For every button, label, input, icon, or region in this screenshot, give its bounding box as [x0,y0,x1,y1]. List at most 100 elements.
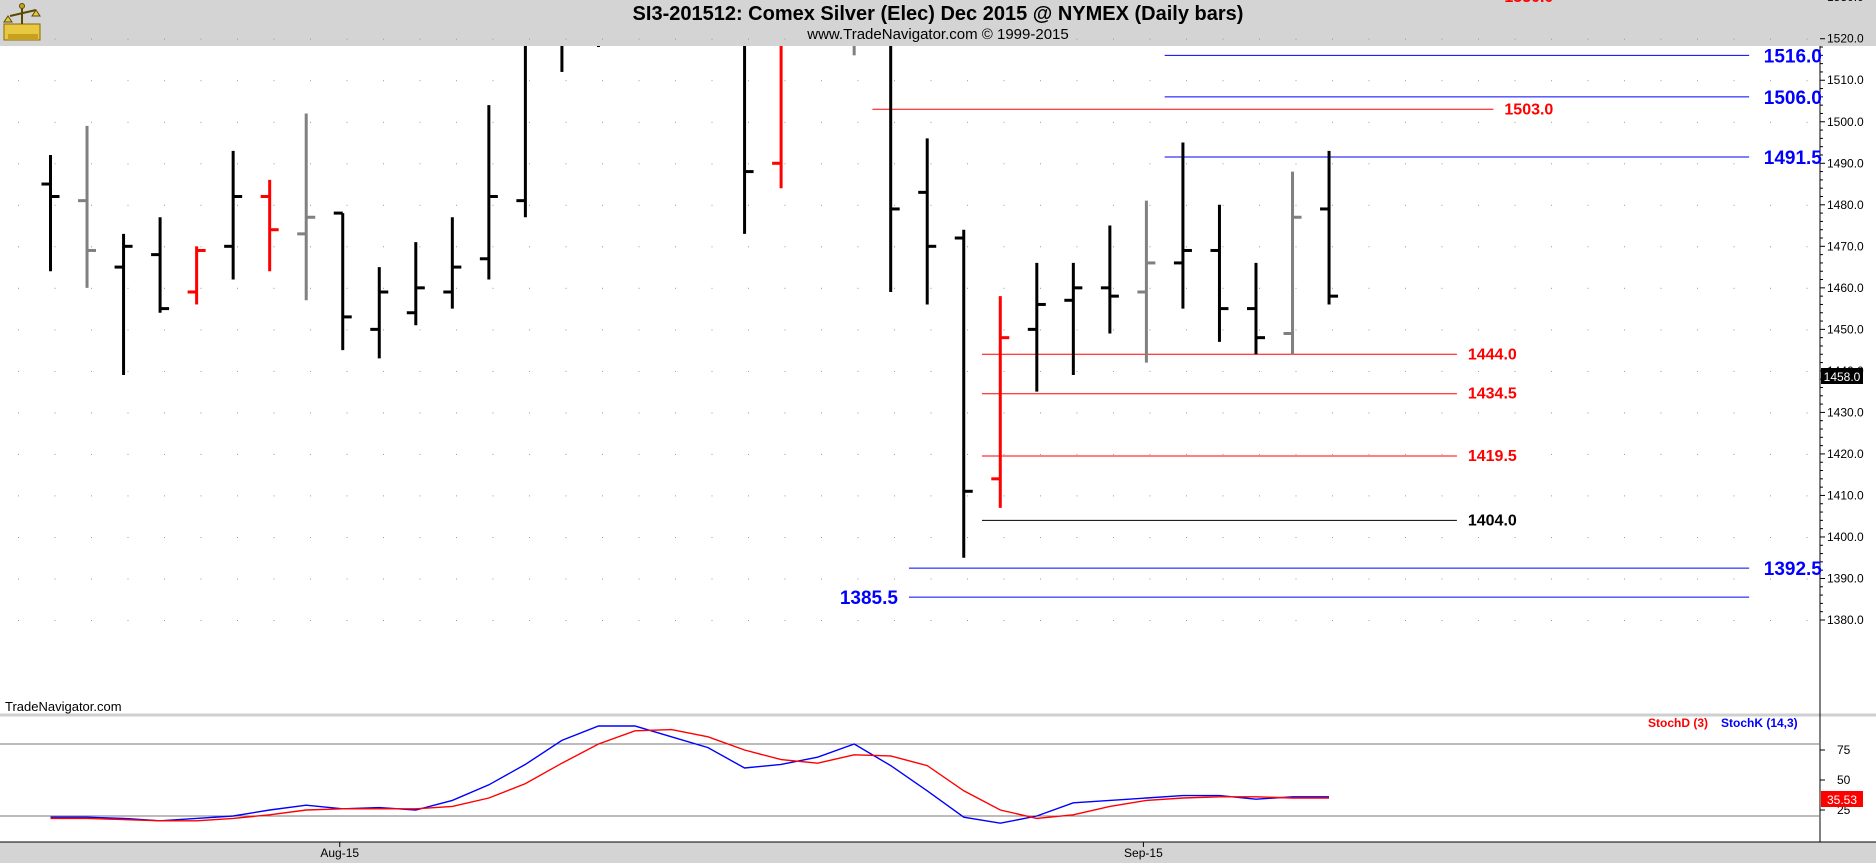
grid-dot [237,287,238,289]
grid-dot [1514,329,1516,331]
grid-dot [1076,620,1078,621]
grid-dot [821,453,822,455]
grid-dot [711,80,713,82]
grid-dot [456,246,457,248]
stochastic-tick-label: 50 [1837,773,1851,787]
grid-dot [91,537,92,538]
grid-dot [54,412,56,414]
grid-dot [273,80,275,82]
grid-dot [1478,287,1479,289]
grid-dot [1551,453,1552,455]
grid-dot [565,537,567,538]
grid-dot [1222,80,1224,82]
grid-dot [565,287,567,289]
grid-dot [91,246,92,248]
grid-dot [1514,578,1516,580]
time-axis-label: Sep-15 [1124,846,1163,860]
grid-dot [1624,121,1625,123]
grid-dot [784,370,786,372]
grid-dot [784,495,786,497]
grid-dot [602,412,603,414]
grid-dot [857,620,859,621]
grid-dot [91,578,92,580]
grid-dot [419,121,421,123]
grid-dot [1806,495,1808,497]
price-tick-label: 1430.0 [1827,405,1864,419]
grid-dot [1186,370,1187,372]
level-label: 1444.0 [1468,346,1517,363]
grid-dot [565,620,567,621]
grid-dot [1259,287,1260,289]
grid-dot [1076,578,1078,580]
grid-dot [1697,537,1698,538]
grid-dot [1478,121,1479,123]
grid-dot [565,495,567,497]
grid-dot [1076,537,1078,538]
grid-dot [1295,246,1297,248]
grid-dot [1076,495,1078,497]
grid-dot [1259,620,1260,621]
grid-dot [675,163,676,165]
grid-dot [1660,246,1662,248]
grid-dot [1660,412,1662,414]
grid-dot [1113,620,1114,621]
grid-dot [1076,246,1078,248]
grid-dot [1806,578,1808,580]
grid-dot [821,329,822,331]
grid-dot [930,620,932,621]
grid-dot [675,537,676,538]
grid-dot [1113,121,1114,123]
grid-dot [1733,495,1735,497]
grid-dot [748,80,749,82]
grid-dot [310,38,311,40]
grid-dot [310,578,311,580]
grid-dot [1295,495,1297,497]
trade-navigator-logo-icon [3,3,41,41]
grid-dot [857,537,859,538]
grid-dot [237,163,238,165]
grid-dot [930,578,932,580]
grid-dot [675,329,676,331]
grid-dot [383,495,384,497]
price-tick-label: 1490.0 [1827,156,1864,170]
grid-dot [1003,80,1005,82]
grid-dot [821,246,822,248]
grid-dot [1405,163,1406,165]
grid-dot [857,287,859,289]
grid-dot [529,287,530,289]
grid-dot [419,370,421,372]
grid-dot [1149,121,1151,123]
grid-dot [1770,370,1771,372]
grid-dot [1295,121,1297,123]
grid-dot [748,453,749,455]
grid-dot [18,121,19,123]
grid-dot [1806,204,1808,206]
grid-dot [1332,537,1333,538]
grid-dot [1332,38,1333,40]
grid-dot [1587,329,1589,331]
grid-dot [638,80,640,82]
grid-dot [1441,370,1443,372]
grid-dot [857,412,859,414]
grid-dot [1332,163,1333,165]
grid-dot [675,370,676,372]
grid-dot [857,204,859,206]
grid-dot [492,121,494,123]
grid-dot [1040,329,1041,331]
grid-dot [1222,412,1224,414]
grid-dot [383,121,384,123]
grid-dot [164,204,165,206]
grid-dot [1697,495,1698,497]
grid-dot [1697,412,1698,414]
grid-dot [1003,412,1005,414]
grid-dot [784,453,786,455]
grid-dot [675,578,676,580]
grid-dot [1186,537,1187,538]
stochastic-last-value-tag: 35.53 [1821,791,1863,807]
grid-dot [310,80,311,82]
grid-dot [529,620,530,621]
grid-dot [1405,453,1406,455]
grid-dot [1551,620,1552,621]
grid-dot [492,495,494,497]
grid-dot [565,80,567,82]
